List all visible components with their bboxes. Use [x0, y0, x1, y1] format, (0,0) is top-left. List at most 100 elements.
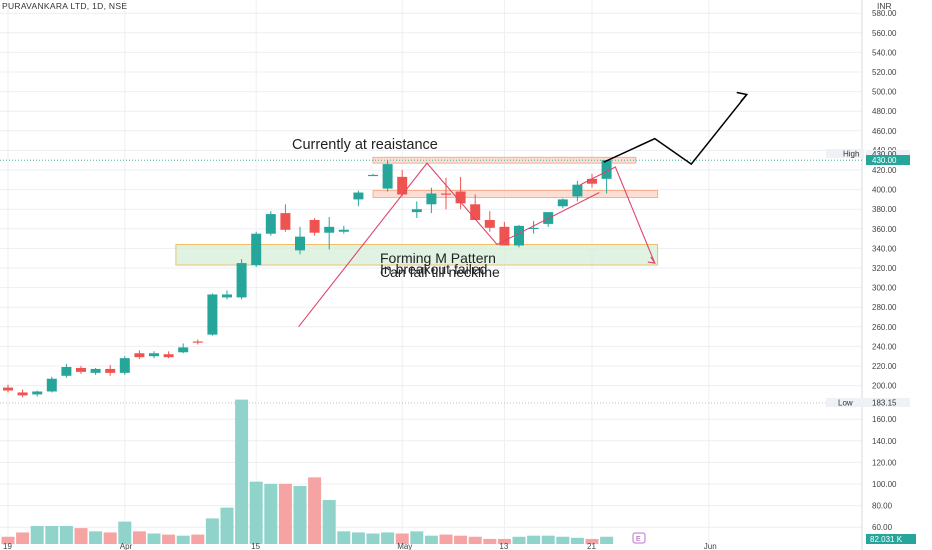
high-price-tag: High	[826, 149, 864, 159]
volume-bar-17	[249, 481, 263, 544]
candle-body-9	[134, 353, 145, 358]
volume-bar-8	[118, 521, 132, 544]
volume-bar-29	[424, 535, 438, 544]
volume-bar-0	[1, 536, 15, 544]
candle-body-39	[572, 184, 583, 197]
rise-line	[298, 162, 600, 328]
candle-body-23	[338, 229, 349, 232]
candle-body-22	[324, 226, 335, 233]
price-tick-480: 480.00	[872, 107, 897, 116]
currency-label: INR	[877, 1, 892, 11]
volume-bar-10	[147, 533, 161, 544]
volume-bar-1	[16, 532, 30, 544]
volume-bar-3	[45, 525, 59, 544]
volume-bar-13	[191, 534, 205, 544]
candle-body-2	[32, 391, 43, 395]
volume-bar-31	[454, 535, 468, 544]
volume-bar-23	[337, 531, 351, 544]
price-tick-420: 420.00	[872, 166, 897, 175]
m-pattern-arrowhead	[647, 256, 656, 264]
volume-bar-30	[439, 534, 453, 544]
time-tick-13: 13	[499, 542, 508, 550]
current-price-value: 430.00	[872, 156, 897, 165]
volume-bar-12	[176, 535, 190, 544]
volume-tick-160: 160.00	[872, 415, 897, 424]
candle-body-5	[76, 367, 86, 372]
candle-body-15	[222, 294, 232, 298]
candle-body-35	[514, 225, 524, 246]
volume-bar-20	[293, 486, 307, 544]
candle-body-20	[295, 236, 305, 251]
volume-bar-14	[205, 518, 219, 544]
volume-bar-18	[264, 483, 278, 544]
candle-body-11	[163, 354, 174, 358]
event-marker[interactable]: E	[632, 532, 646, 544]
volume-bar-7	[103, 532, 117, 544]
candle-body-7	[105, 368, 116, 373]
price-tick-360: 360.00	[872, 225, 897, 234]
candle-body-14	[207, 294, 218, 335]
candle-body-30	[441, 193, 451, 195]
event-marker-label: E	[636, 536, 641, 543]
high-value: 430.00	[872, 150, 897, 159]
candle-body-13	[192, 341, 203, 343]
volume-tick-140: 140.00	[872, 437, 897, 446]
price-tick-240: 240.00	[872, 342, 897, 351]
time-tick-15: 15	[251, 542, 260, 550]
current-price-tag: 430.00	[866, 155, 910, 165]
volume-bar-6	[89, 531, 103, 544]
volume-bar-40	[585, 538, 599, 544]
price-tick-580: 580.00	[872, 9, 897, 18]
volume-tick-60: 60.00	[872, 523, 893, 532]
volume-bar-41	[600, 536, 614, 544]
low-label: Low	[838, 399, 853, 408]
volume-bar-15	[220, 507, 234, 544]
low-value: 183.15	[872, 399, 897, 408]
volume-bar-26	[381, 532, 395, 544]
candle-body-40	[587, 178, 597, 184]
candle-body-21	[309, 219, 320, 233]
volume-bar-39	[570, 537, 584, 544]
volume-bar-38	[556, 536, 570, 544]
candle-body-41	[601, 160, 612, 179]
candle-body-33	[484, 219, 495, 228]
volume-bar-35	[512, 536, 526, 544]
candle-body-10	[149, 353, 159, 357]
candle-body-3	[46, 378, 57, 392]
candle-body-0	[3, 387, 13, 391]
high-label: High	[843, 150, 859, 159]
price-tick-280: 280.00	[872, 303, 897, 312]
price-tick-320: 320.00	[872, 264, 897, 273]
price-tick-340: 340.00	[872, 244, 897, 253]
time-axis[interactable]: 19 Apr 15 May 13 21 Jun	[3, 542, 717, 550]
candle-body-38	[557, 199, 568, 207]
candle-body-1	[17, 392, 28, 396]
candle-body-19	[280, 213, 291, 230]
candles-layer	[3, 160, 612, 398]
volume-bar-4	[59, 525, 73, 544]
time-tick-19: 19	[3, 542, 12, 550]
symbol-title: PURAVANKARA LTD, 1D, NSE	[2, 1, 127, 11]
volume-bar-21	[308, 477, 322, 544]
volume-value: 82.031 K	[870, 535, 903, 544]
projection-arrowhead	[736, 91, 749, 103]
volume-bar-37	[541, 535, 555, 544]
volume-tick-100: 100.00	[872, 480, 897, 489]
candle-body-28	[411, 209, 422, 213]
candle-body-27	[397, 176, 408, 195]
candle-body-8	[119, 358, 130, 373]
volume-bar-33	[483, 538, 497, 544]
candle-body-31	[455, 191, 466, 204]
price-tick-460: 460.00	[872, 127, 897, 136]
annotation-pattern-line-1: Forming M Pattern	[380, 250, 496, 266]
volume-bar-5	[74, 528, 88, 544]
volume-tick-80: 80.00	[872, 502, 893, 511]
candle-body-24	[353, 192, 364, 200]
volume-bar-22	[322, 500, 336, 544]
price-axis[interactable]: 200.00 220.00 240.00 260.00 280.00 300.00 320.…	[872, 9, 897, 532]
candle-body-4	[61, 366, 72, 376]
candle-body-12	[178, 347, 189, 353]
annotation-pattern-line-3: Can fall till neckline	[380, 264, 500, 280]
volume-bar-16	[235, 399, 249, 544]
